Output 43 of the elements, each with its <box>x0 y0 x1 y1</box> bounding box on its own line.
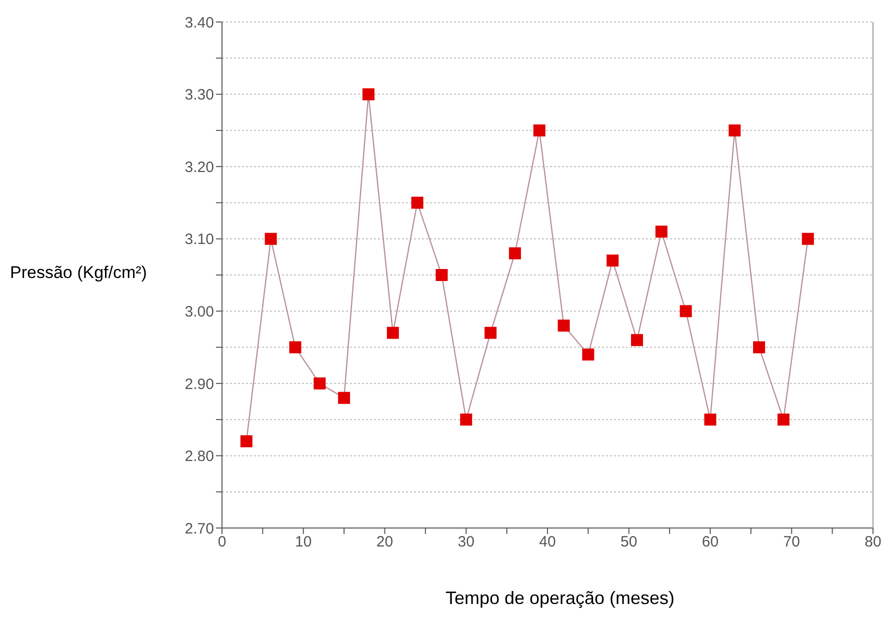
point <box>264 232 277 245</box>
point <box>314 377 326 390</box>
point <box>533 124 546 136</box>
x-tick-label: 30 <box>458 534 474 551</box>
y-tick-label: 3.40 <box>184 14 214 32</box>
point <box>728 124 741 136</box>
x-tick-label: 40 <box>539 534 556 551</box>
point <box>484 326 497 339</box>
y-axis-title: Pressão (Kgf/cm²) <box>10 263 147 283</box>
x-tick-label: 50 <box>620 534 638 551</box>
x-tick-label: 80 <box>864 534 882 551</box>
x-tick-label: 20 <box>376 534 394 551</box>
point <box>582 348 594 361</box>
x-tick-label: 70 <box>783 534 800 551</box>
point <box>704 414 716 426</box>
x-tick-label: 0 <box>218 534 226 551</box>
x-axis-title: Tempo de operação (meses) <box>444 588 676 609</box>
point <box>680 305 692 318</box>
point <box>386 326 399 339</box>
y-tick-label: 2.70 <box>184 520 214 538</box>
point <box>802 232 814 245</box>
x-tick-label: 10 <box>295 534 312 551</box>
point <box>436 269 448 281</box>
point <box>362 88 374 100</box>
point <box>558 320 570 332</box>
y-tick-label: 2.90 <box>184 376 214 393</box>
y-tick-label: 3.20 <box>184 158 214 176</box>
y-tick-label: 3.00 <box>184 303 214 320</box>
y-tick-label: 2.80 <box>184 448 214 466</box>
point <box>777 414 790 426</box>
point <box>606 254 619 267</box>
y-tick-label: 3.30 <box>184 86 214 104</box>
point <box>240 435 252 448</box>
point <box>631 334 644 346</box>
x-tick-label: 60 <box>702 534 719 551</box>
point <box>655 226 668 238</box>
point <box>753 341 766 354</box>
y-tick-label: 3.10 <box>184 231 214 248</box>
point <box>338 392 350 404</box>
point <box>411 196 424 209</box>
point <box>289 341 302 354</box>
point <box>460 414 472 426</box>
point <box>508 247 521 260</box>
